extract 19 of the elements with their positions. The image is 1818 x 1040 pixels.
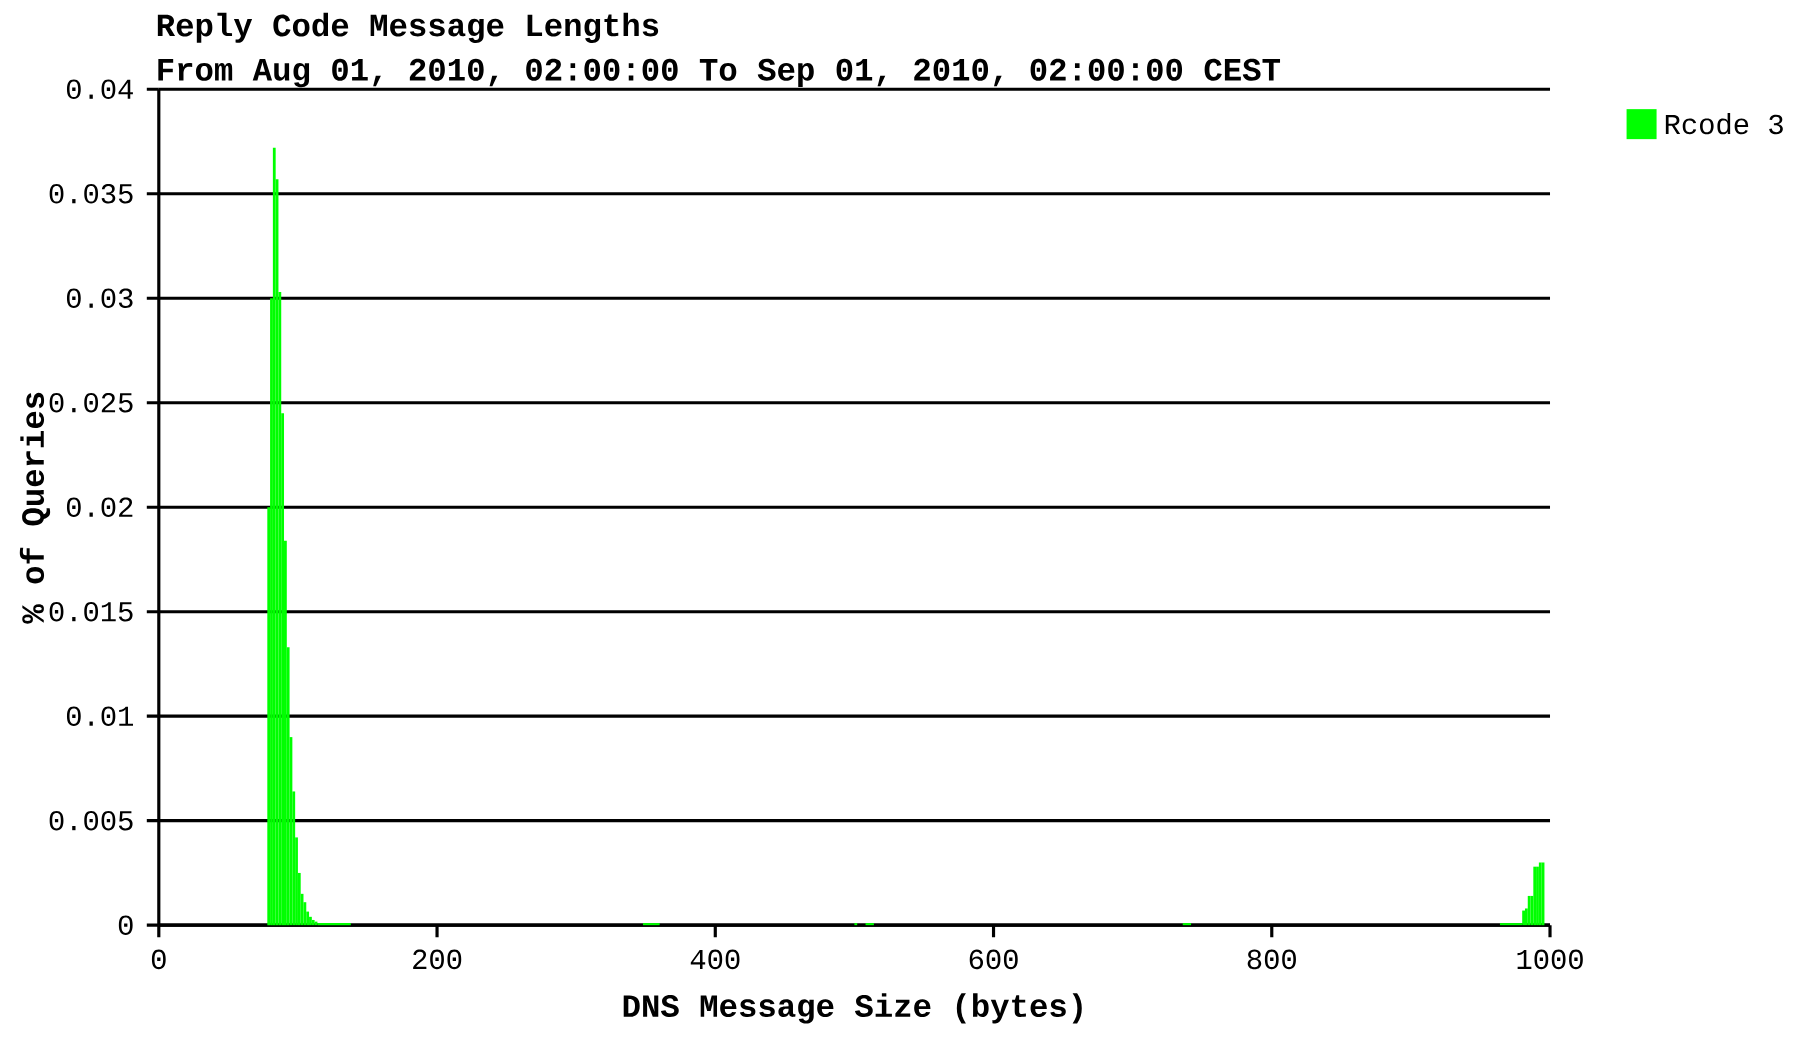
- y-tick-label: 0.03: [66, 288, 133, 309]
- y-tick-label: 0.01: [66, 706, 134, 726]
- chart-title: Reply Code Message Lengths: [157, 12, 659, 43]
- x-axis-title: DNS Message Size (bytes): [623, 993, 1082, 1024]
- x-tick-label: 1000: [1517, 949, 1583, 970]
- y-tick-label: 0.025: [49, 392, 133, 413]
- x-tick-label: 800: [1247, 949, 1296, 970]
- x-tick-label: 600: [969, 949, 1018, 970]
- y-tick-label: 0.005: [49, 810, 133, 831]
- x-tick-label: 400: [690, 949, 740, 970]
- legend-label: Rcode 3: [1665, 113, 1783, 135]
- y-tick-label: 0.04: [66, 79, 133, 100]
- x-tick-label: 200: [413, 949, 462, 970]
- y-tick-label: 0: [118, 915, 133, 935]
- y-tick-label: 0.015: [49, 601, 133, 622]
- y-tick-label: 0.02: [66, 497, 133, 518]
- y-tick-label: 0.035: [49, 183, 133, 204]
- x-tick-label: 0: [151, 949, 166, 970]
- chart-subtitle: From Aug 01, 2010, 02:00:00 To Sep 01, 2010, 02:00:00 CEST: [158, 58, 1281, 88]
